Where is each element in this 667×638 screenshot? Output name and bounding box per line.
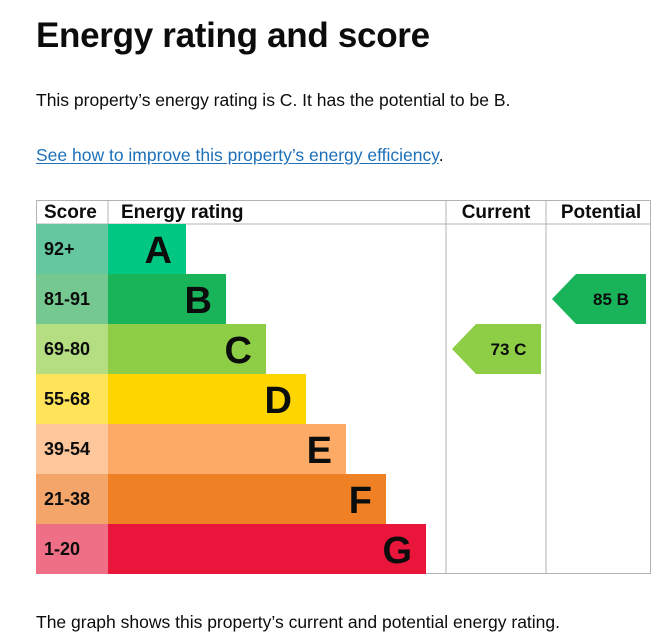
energy-rating-chart: Score Energy rating Current Potential 92…: [36, 200, 651, 574]
score-range-d: 55-68: [44, 389, 90, 409]
score-cell-c: [36, 324, 108, 374]
score-range-b: 81-91: [44, 289, 90, 309]
band-bar-c: [108, 324, 266, 374]
header-score: Score: [44, 202, 97, 223]
header-energy-rating: Energy rating: [121, 202, 243, 223]
header-current: Current: [462, 202, 531, 223]
improve-link-line: See how to improve this property’s energ…: [36, 145, 444, 166]
score-cell-b: [36, 274, 108, 324]
score-cell-f: [36, 474, 108, 524]
score-range-e: 39-54: [44, 439, 90, 459]
score-range-g: 1-20: [44, 539, 80, 559]
rating-summary: This property’s energy rating is C. It h…: [36, 90, 511, 110]
band-letter-f: F: [349, 480, 372, 522]
score-cell-a: [36, 224, 108, 274]
header-potential: Potential: [561, 202, 641, 223]
improve-efficiency-link[interactable]: See how to improve this property’s energ…: [36, 145, 439, 165]
band-bar-f: [108, 474, 386, 524]
score-range-c: 69-80: [44, 339, 90, 359]
band-bar-b: [108, 274, 226, 324]
score-cell-e: [36, 424, 108, 474]
score-range-a: 92+: [44, 239, 75, 259]
band-bar-d: [108, 374, 306, 424]
band-bar-g: [108, 524, 426, 574]
chart-caption: The graph shows this property’s current …: [36, 612, 561, 632]
current-rating-label: 73 C: [491, 340, 527, 359]
potential-rating-label: 85 B: [593, 290, 629, 309]
chart-headers: Score Energy rating Current Potential: [44, 202, 641, 223]
band-letter-d: D: [265, 380, 292, 422]
score-cell-g: [36, 524, 108, 574]
score-range-f: 21-38: [44, 489, 90, 509]
page-title: Energy rating and score: [36, 16, 430, 55]
band-letter-g: G: [382, 530, 412, 572]
current-rating-arrow: [452, 324, 541, 374]
band-letter-b: B: [185, 280, 212, 322]
score-cell-d: [36, 374, 108, 424]
link-suffix: .: [438, 145, 444, 165]
band-bar-a: [108, 224, 186, 274]
potential-rating-arrow: [552, 274, 646, 324]
band-bar-e: [108, 424, 346, 474]
band-letter-e: E: [307, 430, 332, 472]
rating-bands: 92+ A 81-91 B 69-80 C 55-68 D 39-54 E 21-38 F 1-20 G: [36, 224, 426, 574]
band-letter-a: A: [145, 230, 172, 272]
band-letter-c: C: [225, 330, 252, 372]
rating-arrows: 73 C 85 B: [452, 274, 646, 374]
